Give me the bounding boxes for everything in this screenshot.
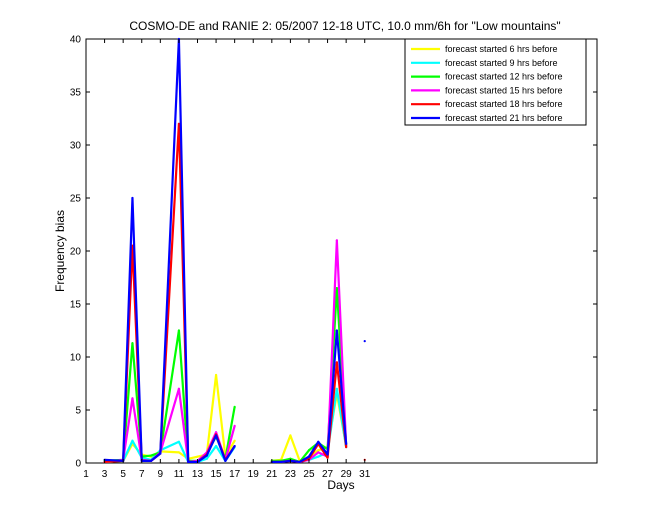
series-segment bbox=[104, 439, 236, 464]
x-tick-label: 3 bbox=[102, 469, 108, 480]
x-tick-label: 15 bbox=[211, 469, 223, 480]
series-segment bbox=[271, 329, 348, 464]
x-tick-label: 29 bbox=[341, 469, 353, 480]
y-axis-label: Frequency bias bbox=[53, 210, 67, 292]
x-tick-label: 13 bbox=[192, 469, 204, 480]
chart-title: COSMO-DE and RANIE 2: 05/2007 12-18 UTC,… bbox=[129, 19, 560, 33]
series-segment bbox=[104, 373, 236, 464]
legend-box bbox=[404, 38, 587, 126]
x-tick-label: 1 bbox=[83, 469, 89, 480]
legend-entry: forecast started 12 hrs before bbox=[445, 72, 563, 82]
x-axis-label: Days bbox=[327, 478, 354, 492]
series-segment bbox=[271, 287, 348, 464]
y-tick-label: 25 bbox=[70, 194, 82, 205]
x-tick-label: 11 bbox=[174, 469, 185, 480]
legend-entry: forecast started 18 hrs before bbox=[445, 99, 563, 109]
axis-ticks: 1 3 5 7 9 11 13 15 17 19 21 23 25 27 29 310510152025303… bbox=[70, 35, 597, 480]
y-tick-label: 5 bbox=[75, 406, 81, 417]
x-tick-label: 27 bbox=[322, 469, 334, 480]
x-tick-label: 19 bbox=[248, 469, 260, 480]
x-tick-label: 7 bbox=[139, 469, 145, 480]
legend-entry: forecast started 6 hrs before bbox=[445, 44, 558, 54]
y-tick-label: 40 bbox=[70, 35, 82, 46]
x-tick-label: 31 bbox=[359, 469, 371, 480]
legend-entry: forecast started 15 hrs before bbox=[445, 85, 563, 95]
x-tick-label: 9 bbox=[158, 469, 164, 480]
y-tick-label: 15 bbox=[70, 300, 82, 311]
x-tick-label: 25 bbox=[303, 469, 315, 480]
x-tick-label: 23 bbox=[285, 469, 297, 480]
data-point bbox=[363, 340, 366, 343]
y-tick-label: 0 bbox=[75, 459, 81, 470]
legend-entry: forecast started 9 hrs before bbox=[445, 58, 558, 68]
y-tick-label: 35 bbox=[70, 88, 82, 99]
legend: forecast started 6 hrs before forecast st… bbox=[404, 38, 587, 126]
y-tick-label: 20 bbox=[70, 247, 82, 258]
x-tick-label: 17 bbox=[229, 469, 241, 480]
x-tick-label: 21 bbox=[266, 469, 278, 480]
series-segment bbox=[104, 387, 236, 464]
x-tick-label: 5 bbox=[120, 469, 126, 480]
y-tick-label: 10 bbox=[70, 353, 82, 364]
legend-entry: forecast started 21 hrs before bbox=[445, 113, 563, 123]
y-tick-label: 30 bbox=[70, 141, 82, 152]
